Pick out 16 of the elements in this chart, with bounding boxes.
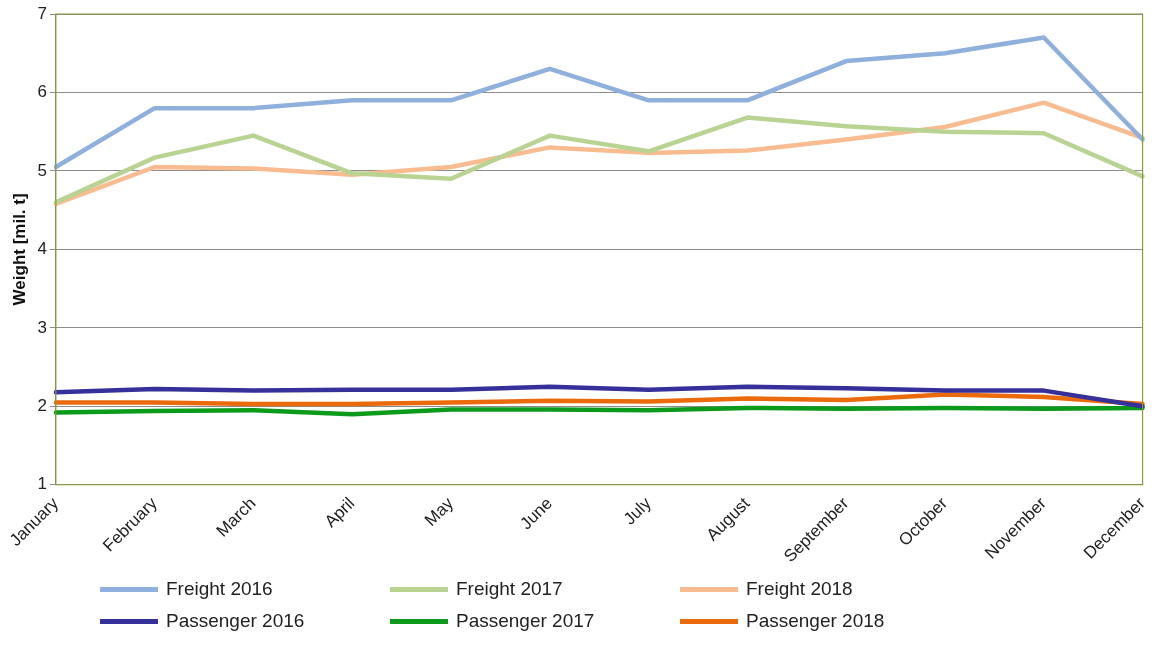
legend-label: Freight 2016 (166, 578, 273, 600)
y-tick-label: 7 (37, 3, 47, 23)
legend-label: Passenger 2018 (746, 610, 885, 632)
y-tick-label: 5 (37, 160, 47, 180)
legend-label: Freight 2017 (456, 578, 563, 600)
y-tick-label: 6 (37, 82, 47, 102)
legend-label: Passenger 2016 (166, 610, 305, 632)
legend-label: Freight 2018 (746, 578, 853, 600)
x-tick-label: May (421, 493, 458, 530)
y-tick-label: 4 (37, 239, 47, 259)
y-tick-label: 3 (37, 317, 47, 337)
legend-label: Passenger 2017 (456, 610, 595, 632)
x-tick-label: July (619, 493, 656, 529)
y-tick-label: 2 (37, 396, 47, 415)
y-axis-title: Weight [mil. t] (9, 193, 29, 306)
y-tick-label: 1 (37, 474, 47, 494)
